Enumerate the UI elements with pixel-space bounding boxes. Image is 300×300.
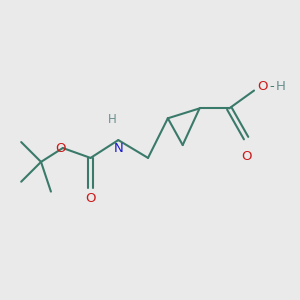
Text: H: H [276,80,286,93]
Text: N: N [113,142,123,155]
Text: H: H [108,113,117,126]
Text: O: O [56,142,66,154]
Text: O: O [257,80,268,93]
Text: O: O [85,192,96,205]
Text: -: - [269,80,274,93]
Text: O: O [241,150,251,163]
